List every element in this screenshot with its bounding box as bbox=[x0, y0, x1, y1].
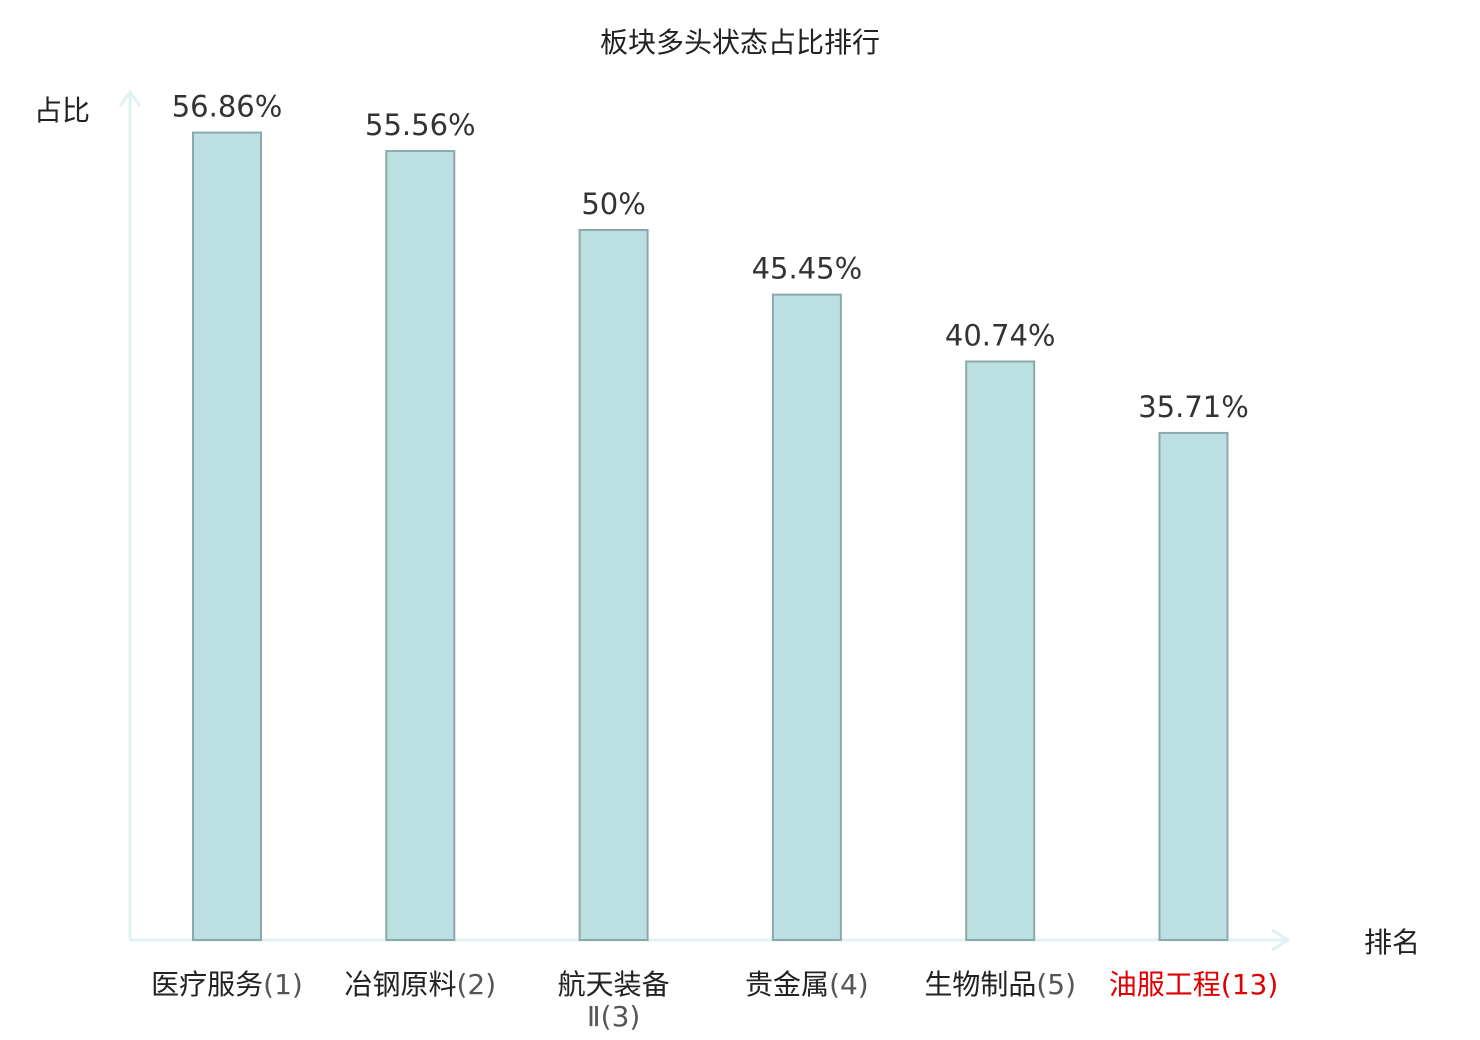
value-label: 50% bbox=[581, 187, 645, 221]
value-label: 35.71% bbox=[1138, 390, 1249, 424]
category-name: 生物制品 bbox=[924, 968, 1036, 1001]
bar bbox=[1158, 431, 1229, 941]
bar bbox=[192, 131, 262, 941]
axes bbox=[118, 89, 1291, 952]
category-rank: (13) bbox=[1221, 968, 1278, 1001]
bars bbox=[192, 131, 1229, 942]
bar bbox=[965, 360, 1036, 941]
value-label: 40.74% bbox=[945, 318, 1056, 352]
category-rank: (2) bbox=[456, 968, 496, 1001]
y-axis-label: 占比 bbox=[34, 94, 90, 127]
category-name: 冶钢原料 bbox=[344, 968, 456, 1001]
category-name: 航天装备 bbox=[558, 968, 670, 1001]
category-rank: (4) bbox=[829, 968, 869, 1001]
category-name: 医疗服务 bbox=[151, 968, 263, 1001]
category-label: 油服工程(13) bbox=[1109, 968, 1279, 1001]
bar bbox=[385, 150, 456, 942]
x-axis-arrow bbox=[1271, 928, 1291, 952]
value-label: 56.86% bbox=[172, 90, 283, 124]
category-label: 生物制品(5) bbox=[924, 968, 1076, 1001]
chart-title: 板块多头状态占比排行 bbox=[600, 26, 880, 59]
category-label: 冶钢原料(2) bbox=[344, 968, 496, 1001]
value-label: 45.45% bbox=[752, 252, 863, 286]
category-rank: (5) bbox=[1036, 968, 1076, 1001]
category-label: 航天装备 bbox=[558, 968, 670, 1001]
category-rank: (1) bbox=[263, 968, 303, 1001]
value-labels: 56.86% 55.56% 50% 45.45% 40.74% 35.71% bbox=[172, 90, 1249, 424]
category-name: 油服工程 bbox=[1109, 968, 1221, 1001]
category-name: 贵金属 bbox=[745, 968, 829, 1001]
bar bbox=[771, 293, 842, 941]
category-label-line2: Ⅱ(3) bbox=[587, 1000, 640, 1033]
value-label: 55.56% bbox=[365, 108, 476, 142]
bar bbox=[578, 229, 649, 941]
category-label: 医疗服务(1) bbox=[151, 968, 303, 1001]
y-axis-arrow bbox=[118, 89, 142, 107]
x-axis-label: 排名 bbox=[1364, 926, 1420, 959]
category-label: 贵金属(4) bbox=[745, 968, 869, 1001]
